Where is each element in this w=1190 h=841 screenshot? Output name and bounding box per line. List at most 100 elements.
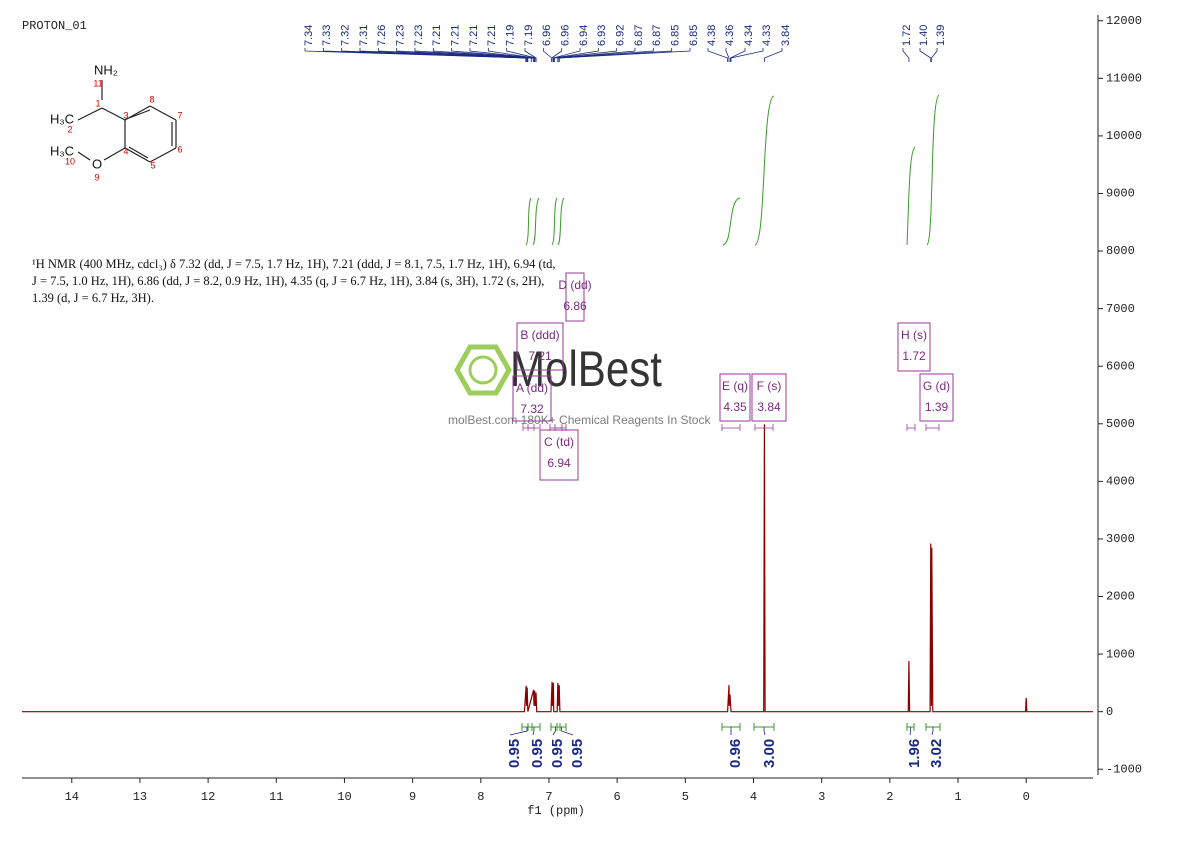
peak-label: 7.23 (413, 25, 425, 46)
peak-label: 1.39 (935, 25, 947, 46)
x-tick-label: 11 (269, 790, 283, 804)
atom-number: 3 (123, 110, 128, 120)
peak-leader (902, 48, 910, 62)
multiplet-label: E (q) (722, 379, 748, 393)
peak-leader (707, 48, 728, 62)
peak-label: 4.36 (724, 25, 736, 46)
peak-label: 7.21 (431, 25, 443, 46)
multiplet-label: C (td) (544, 435, 574, 449)
y-tick-label: 10000 (1106, 129, 1142, 143)
y-tick-label: 0 (1106, 705, 1113, 719)
y-tick-label: 11000 (1106, 72, 1142, 86)
peak-leader (524, 48, 537, 62)
peak-label: 1.72 (901, 25, 913, 46)
multiplet-shift: 6.86 (563, 299, 587, 313)
peak-leader (487, 48, 536, 62)
integral-leader (532, 727, 535, 736)
peak-leader (764, 48, 783, 62)
peak-label: 7.21 (486, 25, 498, 46)
multiplet-box: G (d) 1.39 (919, 373, 954, 422)
peak-label: 6.93 (596, 25, 608, 46)
atom-number: 10 (65, 156, 75, 166)
atom-number: 5 (150, 160, 155, 170)
peak-label: 6.87 (633, 25, 645, 46)
peak-label: 7.33 (321, 25, 333, 46)
atom-numbers: 11 1 2 3 4 5 6 7 8 9 10 (65, 78, 183, 182)
peak-leader (557, 48, 654, 62)
chart-title: PROTON_01 (22, 19, 87, 33)
peak-label: 6.94 (578, 25, 590, 46)
integral-value: 0.95 (506, 739, 523, 768)
x-tick-label: 14 (65, 790, 79, 804)
peak-leader (359, 48, 529, 62)
integral-curve (926, 94, 940, 246)
multiplet-box: F (s) 3.84 (751, 373, 787, 422)
peak-label: 6.87 (651, 25, 663, 46)
x-tick-label: 13 (133, 790, 147, 804)
integral-curve (557, 197, 565, 246)
peak-label: 7.34 (303, 25, 315, 46)
integral-value: 0.96 (727, 739, 744, 768)
integral-curve (754, 95, 775, 246)
multiplet-frame (897, 322, 931, 372)
y-tick-label: 8000 (1106, 244, 1135, 258)
x-tick-label: 12 (201, 790, 215, 804)
multiplet-frame (512, 375, 552, 422)
x-tick-label: 6 (614, 790, 621, 804)
multiplet-shift: 7.21 (528, 349, 552, 363)
multiplet-frame (719, 373, 751, 422)
multiplet-box: H (s) 1.72 (897, 322, 931, 372)
peak-label: 1.40 (918, 25, 930, 46)
atom-number: 2 (67, 124, 72, 134)
integral-curve (525, 197, 532, 246)
y-tick-label: 3000 (1106, 532, 1135, 546)
atom-number: 8 (149, 94, 154, 104)
peak-leader (553, 48, 599, 62)
atom-label: H₃C (50, 111, 74, 126)
x-axis-label: f1 (ppm) (527, 804, 585, 818)
multiplet-range (527, 424, 541, 431)
x-tick-label: 1 (954, 790, 961, 804)
multiplet-shift: 3.84 (757, 400, 781, 414)
x-tick-label: 7 (545, 790, 552, 804)
peak-label: 6.92 (615, 25, 627, 46)
y-tick-label: 6000 (1106, 359, 1135, 373)
multiplet-box: A (dd) 7.32 (512, 375, 552, 422)
atom-number: 6 (177, 144, 182, 154)
molecule-bonds (77, 80, 177, 163)
integral-curves (525, 94, 940, 246)
multiplet-range (554, 424, 567, 431)
integral-value: 1.96 (906, 739, 923, 768)
multiplet-label: D (dd) (558, 278, 591, 292)
y-tick-label: 7000 (1106, 302, 1135, 316)
multiplet-box: E (q) 4.35 (719, 373, 751, 422)
x-tick-label: 9 (409, 790, 416, 804)
integral-curve (532, 197, 540, 246)
multiplet-frame (751, 373, 787, 422)
peak-label: 4.33 (761, 25, 773, 46)
multiplet-box: B (ddd) 7.21 (516, 322, 564, 371)
multiplet-label: B (ddd) (520, 328, 559, 342)
peak-leader (729, 48, 746, 62)
peak-label: 6.96 (541, 25, 553, 46)
nmr-description: ¹H NMR (400 MHz, cdcl₃) δ 7.32 (dd, J = … (32, 257, 556, 305)
y-tick-label: 2000 (1106, 590, 1135, 604)
multiplet-box: C (td) 6.94 (539, 429, 579, 481)
peak-leader (725, 48, 730, 62)
peak-leader (558, 48, 691, 62)
y-tick-label: 5000 (1106, 417, 1135, 431)
y-tick-label: 12000 (1106, 14, 1142, 28)
watermark-logo (454, 344, 512, 396)
integral-leader (909, 727, 911, 736)
atom-number: 1 (95, 98, 100, 108)
multiplet-frame (539, 429, 579, 481)
peak-label: 7.19 (505, 25, 517, 46)
integral-leader (552, 727, 556, 736)
peak-leader (552, 48, 581, 62)
multiplet-shift: 1.72 (902, 349, 926, 363)
peak-label: 6.85 (670, 25, 682, 46)
atom-number: 4 (123, 146, 128, 156)
atom-number: 11 (93, 78, 102, 88)
atom-label: O (92, 156, 102, 171)
